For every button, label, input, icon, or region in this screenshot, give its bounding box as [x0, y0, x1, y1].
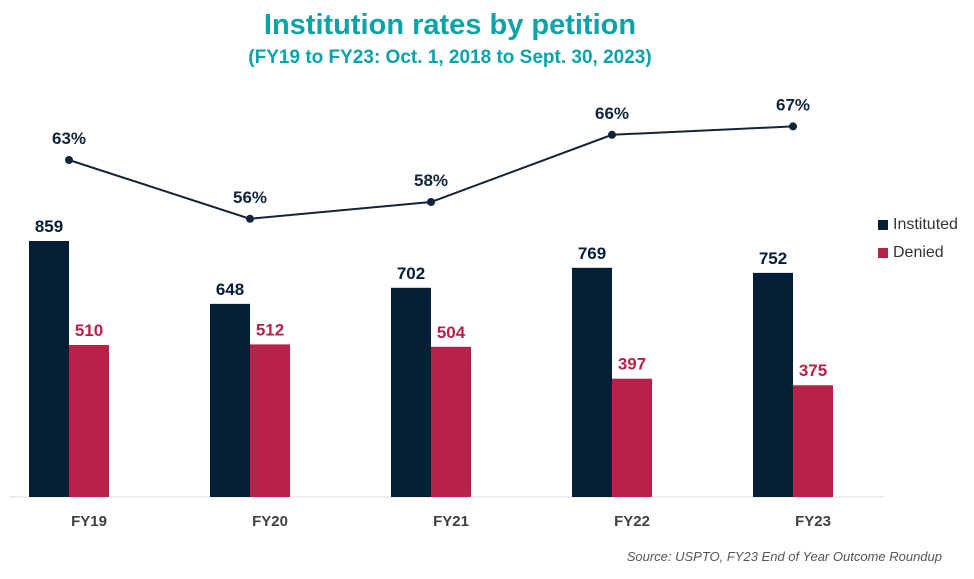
data-label-denied: 504	[437, 323, 466, 342]
bar-instituted	[572, 267, 612, 497]
bar-denied	[612, 378, 652, 497]
rate-point	[789, 122, 797, 131]
legend-swatch-denied	[878, 248, 888, 258]
legend-item-instituted: Instituted	[878, 211, 958, 239]
data-label-instituted: 859	[35, 217, 63, 236]
bar-instituted	[29, 241, 69, 497]
bar-instituted	[210, 303, 250, 497]
rate-label: 67%	[776, 95, 810, 114]
data-label-denied: 512	[256, 320, 284, 339]
data-label-instituted: 752	[759, 249, 787, 268]
chart-subtitle: (FY19 to FY23: Oct. 1, 2018 to Sept. 30,…	[248, 47, 652, 68]
rate-label: 56%	[233, 188, 267, 207]
bar-instituted	[753, 272, 793, 497]
rate-point	[246, 214, 254, 223]
bar-denied	[250, 344, 290, 497]
data-label-instituted: 702	[397, 264, 425, 283]
rate-point	[608, 130, 616, 139]
x-tick-label: FY22	[614, 513, 650, 530]
rate-label: 66%	[595, 104, 629, 123]
rate-label: 63%	[52, 129, 86, 148]
rate-point	[427, 198, 435, 206]
bar-instituted	[391, 287, 431, 497]
legend-swatch-instituted	[878, 220, 888, 230]
x-tick-label: FY23	[795, 513, 831, 530]
data-label-instituted: 769	[578, 244, 606, 263]
data-label-denied: 375	[799, 361, 827, 380]
data-label-denied: 397	[618, 355, 646, 374]
x-tick-label: FY21	[433, 513, 469, 530]
legend-label-instituted: Instituted	[893, 216, 958, 233]
data-label-denied: 510	[75, 321, 103, 340]
x-tick-label: FY19	[71, 513, 107, 530]
bar-denied	[69, 345, 109, 497]
legend: Instituted Denied	[878, 211, 958, 267]
bar-denied	[793, 385, 833, 497]
legend-label-denied: Denied	[893, 244, 944, 261]
data-label-instituted: 648	[216, 280, 244, 299]
rate-point	[65, 156, 73, 164]
legend-item-denied: Denied	[878, 239, 958, 267]
x-tick-label: FY20	[252, 513, 288, 530]
source-note: Source: USPTO, FY23 End of Year Outcome …	[626, 549, 942, 564]
bar-denied	[431, 346, 471, 497]
rate-label: 58%	[414, 171, 448, 190]
chart-title: Institution rates by petition	[263, 9, 637, 41]
